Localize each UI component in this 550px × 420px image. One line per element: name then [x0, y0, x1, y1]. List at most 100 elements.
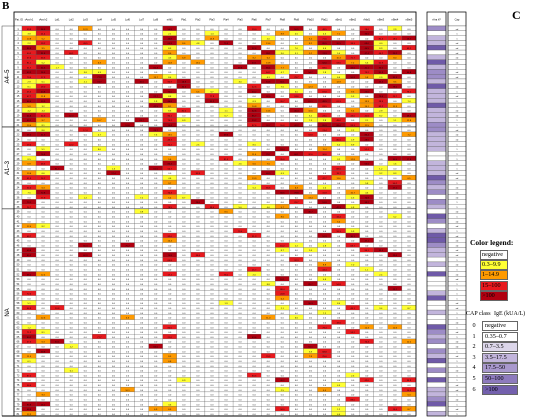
heatmap-cell-value: 0.0 [225, 38, 229, 40]
heatmap-cell-value: 0.0 [365, 96, 369, 98]
heatmap-cell-value: 13.8 [266, 62, 271, 64]
heatmap-cell-value: 0.0 [225, 144, 229, 146]
cap-value-cell [426, 35, 447, 41]
heatmap-cell-value: 21.4 [41, 34, 46, 36]
heatmap-cell-value: 10.1 [365, 106, 370, 108]
cap-value-cell [426, 372, 447, 378]
heatmap-cell-value: 0.0 [154, 149, 158, 151]
heatmap-cell-value: 0.0 [407, 67, 411, 69]
heatmap-cell-value: 73.6 [379, 96, 384, 98]
heatmap-cell-value: 0.0 [168, 72, 172, 74]
heatmap-cell-value: 0.0 [393, 130, 397, 132]
heatmap-cell-value: 0.0 [379, 29, 383, 31]
heatmap-cell-value: 0.0 [393, 111, 397, 113]
heatmap-cell-value: 0.0 [70, 106, 74, 108]
heatmap-cell-value: 0.0 [112, 72, 116, 74]
heatmap-cell-value: 0.0 [196, 77, 200, 79]
heatmap-cell-value: 9.5 [393, 82, 397, 84]
heatmap-cell-value: 64.2 [266, 72, 271, 74]
heatmap-cell-value: 0.0 [210, 130, 214, 132]
heatmap-cell-value: 0.0 [140, 77, 144, 79]
heatmap-cell-value: 4.7 [281, 72, 285, 74]
heatmap-cell-value: 2.8 [323, 72, 327, 74]
cap-class-value: nd [456, 43, 459, 45]
pat-id-value: 2 [17, 33, 19, 36]
heatmap-cell-value: 0.0 [351, 149, 355, 151]
heatmap-cell-value: 94.9 [168, 82, 173, 84]
heatmap-cell-value: 0.0 [225, 101, 229, 103]
cap-value-cell [426, 232, 447, 239]
heatmap-cell-value: 7.4 [407, 101, 411, 103]
heatmap-cell-value: 0.0 [70, 72, 74, 74]
heatmap-cell-value: 0.0 [84, 87, 88, 89]
header-allergen-label: rAra h2 [39, 18, 48, 22]
heatmap-cell-value: 52.0 [322, 62, 327, 64]
heatmap-cell-value: 0.0 [407, 106, 411, 108]
heatmap-cell-value: 26.5 [41, 72, 46, 74]
heatmap-cell-value: 70.2 [168, 120, 173, 122]
heatmap-cell-value: 39.9 [41, 101, 46, 103]
cap-value-cell [426, 112, 447, 118]
cap-class-value: 1 [456, 149, 458, 151]
pat-id-value: 5 [17, 47, 19, 50]
heatmap-cell-value: 8.6 [42, 130, 46, 132]
heatmap-cell-value: 0.0 [98, 43, 102, 45]
heatmap-cell-value: 0.0 [70, 58, 74, 60]
heatmap-cell-value: 0.0 [379, 139, 383, 141]
heatmap-cell-value: 0.0 [112, 139, 116, 141]
heatmap-cell-value: 0.0 [196, 48, 200, 50]
heatmap-cell-value: 71.7 [351, 58, 356, 60]
heatmap-cell-value: 73.2 [365, 72, 370, 74]
heatmap-cell-value: 0.0 [112, 58, 116, 60]
heatmap-cell-value: 0.0 [126, 48, 130, 50]
heatmap-cell-value: 0.0 [225, 58, 229, 60]
heatmap-cell-value: 0.0 [351, 48, 355, 50]
heatmap-cell-value: 0.0 [281, 58, 285, 60]
heatmap-cell-value: 0.0 [225, 130, 229, 132]
cap-value-cell [426, 261, 447, 267]
heatmap-cell-value: 4.2 [28, 111, 32, 113]
cap-value-cell [426, 107, 447, 113]
heatmap-cell-value: 0.0 [407, 87, 411, 89]
heatmap-cell-value: 19.2 [41, 43, 46, 45]
heatmap-cell-value: 0.0 [98, 67, 102, 69]
heatmap-cell-value: 0.0 [196, 125, 200, 127]
heatmap-cell-value: 0.0 [239, 106, 243, 108]
heatmap-cell-value: 0.0 [182, 38, 186, 40]
heatmap-cell-value: 23.2 [252, 120, 257, 122]
heatmap-cell-value: 0.0 [70, 87, 74, 89]
heatmap-cell-value: 0.0 [56, 101, 60, 103]
heatmap-cell-value: 13.5 [168, 135, 173, 137]
heatmap-cell-value: 0.0 [393, 72, 397, 74]
heatmap-cell-value: 0.0 [210, 135, 214, 137]
heatmap-cell-value: 64.6 [41, 115, 46, 117]
cap-value-cell [426, 78, 447, 84]
heatmap-cell-value: 0.0 [126, 106, 130, 108]
heatmap-cell-value: 0.0 [98, 154, 102, 156]
heatmap-cell-value: 47.4 [365, 53, 370, 55]
heatmap-cell-value: 0.0 [225, 139, 229, 141]
heatmap-cell-value: 0.0 [239, 29, 243, 31]
header-allergen-label: Lol3 [83, 18, 88, 22]
heatmap-cell-value: 0.0 [407, 58, 411, 60]
heatmap-cell-value: 32.0 [266, 96, 271, 98]
heatmap-cell-value: 0.0 [112, 106, 116, 108]
heatmap-cell-value: 0.0 [182, 62, 186, 64]
cap-value-cell [426, 338, 447, 344]
heatmap-cell-value: 3.8 [28, 34, 32, 36]
heatmap-cell-value: 0.0 [112, 82, 116, 84]
heatmap-cell-value: 0.0 [140, 48, 144, 50]
header-allergen-label: Cap [455, 18, 460, 22]
heatmap-cell-value: 3.0 [281, 53, 285, 55]
heatmap-cell-value: 0.0 [407, 62, 411, 64]
heatmap-cell-value: 0.0 [281, 48, 285, 50]
heatmap-cell-value: 5.2 [309, 115, 313, 117]
heatmap-cell-value: 0.0 [28, 139, 32, 141]
heatmap-cell-value: 13.0 [196, 62, 201, 64]
heatmap-cell-value: 43.2 [27, 72, 32, 74]
pat-id-value: 7 [17, 57, 19, 60]
heatmap-cell-value: 32.0 [69, 115, 74, 117]
heatmap-cell-value: 0.0 [140, 96, 144, 98]
heatmap-cell-value: 69.3 [224, 135, 229, 137]
cap-value-cell [426, 329, 447, 335]
